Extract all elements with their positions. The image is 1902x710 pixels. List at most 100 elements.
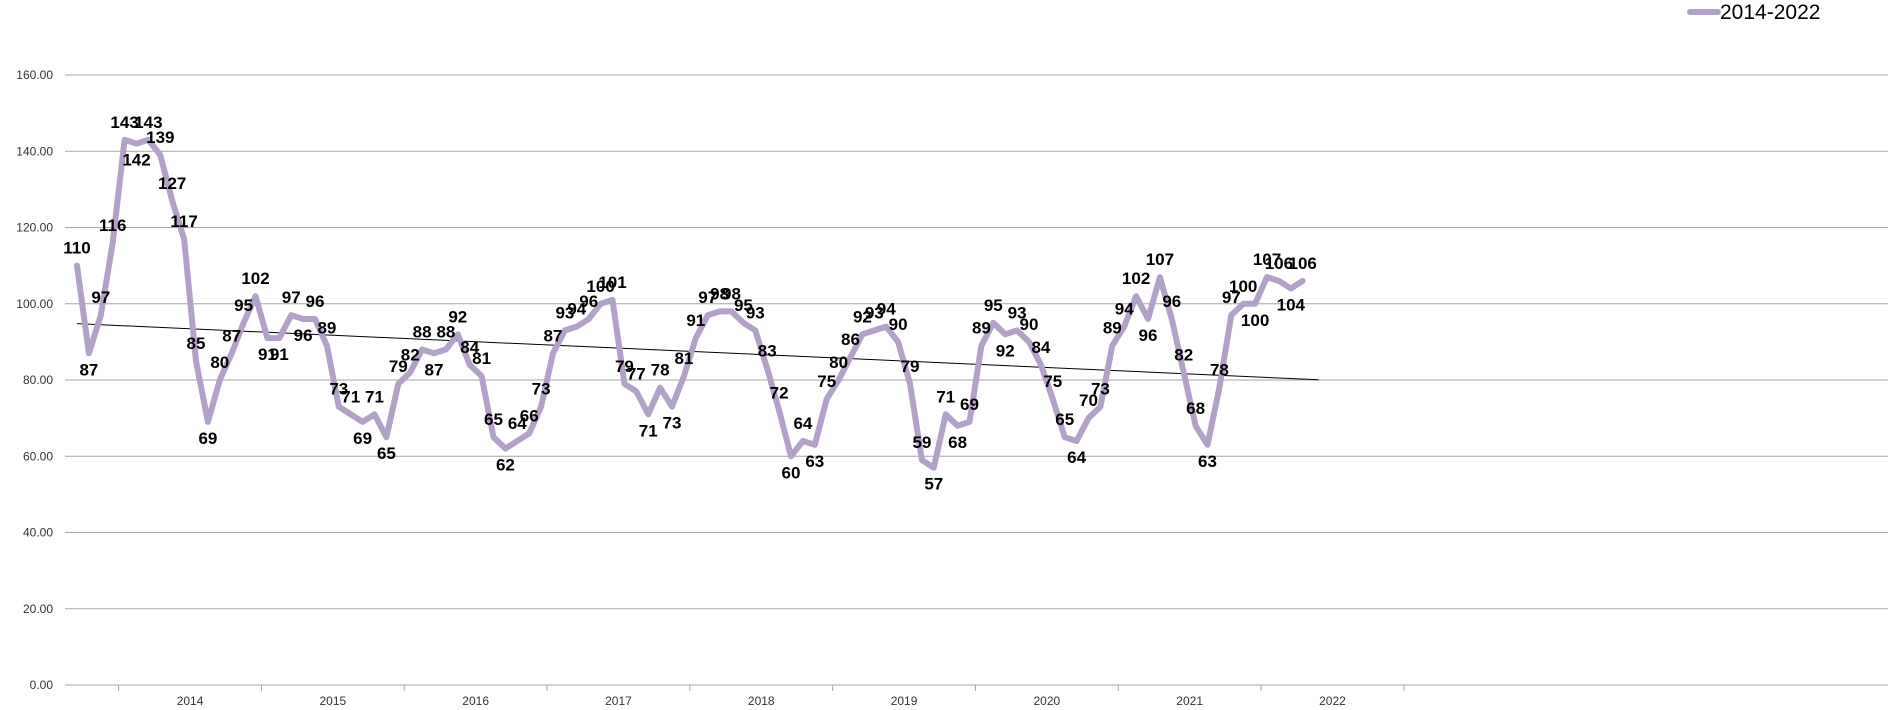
x-tick-label: 2022 <box>1319 694 1346 708</box>
data-label: 78 <box>651 361 670 380</box>
series-line <box>74 136 1306 471</box>
data-label: 96 <box>579 292 598 311</box>
data-label: 94 <box>567 300 586 319</box>
data-label: 102 <box>241 269 269 288</box>
data-labels: 1108797116143142143139127117856980879510… <box>63 113 1317 494</box>
data-label: 139 <box>146 128 174 147</box>
y-axis-tick-labels: 0.00 20.00 40.00 60.00 80.00 100.00 120.00 140.… <box>16 68 53 692</box>
series-line-group <box>74 136 1306 471</box>
data-label: 143 <box>110 113 138 132</box>
data-label: 87 <box>425 360 444 379</box>
data-label: 92 <box>996 341 1015 360</box>
data-label: 89 <box>1103 319 1122 338</box>
data-label: 106 <box>1289 254 1317 273</box>
data-label: 98 <box>722 284 741 303</box>
data-label: 81 <box>472 349 491 368</box>
data-label: 100 <box>1229 277 1257 296</box>
data-label: 64 <box>793 414 812 433</box>
data-label: 68 <box>948 433 967 452</box>
data-label: 91 <box>270 345 289 364</box>
data-label: 82 <box>401 345 420 364</box>
data-label: 95 <box>234 296 253 315</box>
data-label: 91 <box>686 311 705 330</box>
data-label: 97 <box>91 288 110 307</box>
data-label: 69 <box>198 429 217 448</box>
data-label: 70 <box>1079 391 1098 410</box>
data-label: 78 <box>1210 361 1229 380</box>
y-tick-label: 60.00 <box>23 449 53 463</box>
data-label: 66 <box>520 406 539 425</box>
x-tick-label: 2019 <box>891 694 918 708</box>
y-tick-label: 140.00 <box>16 144 53 158</box>
data-label: 80 <box>829 353 848 372</box>
data-label: 62 <box>496 456 515 475</box>
data-label: 93 <box>555 303 574 322</box>
data-label: 81 <box>674 349 693 368</box>
data-label: 95 <box>984 296 1003 315</box>
data-label: 90 <box>1020 315 1039 334</box>
data-label: 79 <box>615 357 634 376</box>
data-label: 92 <box>448 307 467 326</box>
data-label: 82 <box>1174 345 1193 364</box>
data-label: 142 <box>122 151 150 170</box>
x-tick-label: 2021 <box>1176 694 1203 708</box>
data-label: 97 <box>282 288 301 307</box>
data-label: 102 <box>1122 269 1150 288</box>
data-label: 59 <box>912 433 931 452</box>
data-label: 107 <box>1146 250 1174 269</box>
data-label: 65 <box>377 444 396 463</box>
data-label: 68 <box>1186 399 1205 418</box>
data-label: 65 <box>1055 410 1074 429</box>
data-label: 86 <box>841 330 860 349</box>
data-label: 60 <box>782 463 801 482</box>
y-tick-label: 20.00 <box>23 602 53 616</box>
data-label: 127 <box>158 174 186 193</box>
data-label: 63 <box>805 452 824 471</box>
y-tick-label: 80.00 <box>23 373 53 387</box>
data-label: 116 <box>99 216 126 235</box>
data-label: 98 <box>710 284 729 303</box>
data-label: 93 <box>865 303 884 322</box>
data-label: 84 <box>460 338 479 357</box>
data-label: 100 <box>1241 311 1269 330</box>
y-tick-label: 40.00 <box>23 526 53 540</box>
data-label: 63 <box>1198 452 1217 471</box>
data-label: 96 <box>1162 292 1181 311</box>
data-label: 106 <box>1265 254 1293 273</box>
data-label: 71 <box>341 387 360 406</box>
data-label: 104 <box>1277 296 1306 315</box>
data-label: 88 <box>413 323 432 342</box>
data-label: 94 <box>877 300 896 319</box>
data-label: 83 <box>758 342 777 361</box>
data-label: 93 <box>1008 303 1027 322</box>
data-label: 57 <box>924 475 943 494</box>
y-tick-label: 160.00 <box>16 68 53 82</box>
data-label: 71 <box>639 421 658 440</box>
data-label: 93 <box>746 303 765 322</box>
data-label: 88 <box>436 323 455 342</box>
data-label: 73 <box>663 414 682 433</box>
y-tick-label: 0.00 <box>30 678 54 692</box>
x-tick-label: 2014 <box>177 694 204 708</box>
x-tick-label: 2018 <box>748 694 775 708</box>
data-label: 77 <box>627 364 646 383</box>
data-label: 71 <box>936 387 955 406</box>
data-label: 91 <box>258 345 277 364</box>
data-label: 69 <box>353 429 372 448</box>
data-label: 143 <box>134 113 162 132</box>
data-label: 65 <box>484 410 503 429</box>
legend: 2014-2022 <box>1687 1 1820 24</box>
x-tick-label: 2017 <box>605 694 632 708</box>
data-label: 97 <box>1222 288 1241 307</box>
legend-label: 2014-2022 <box>1720 1 1820 24</box>
data-label: 87 <box>544 326 563 345</box>
data-label: 75 <box>1043 372 1062 391</box>
data-label: 73 <box>532 380 551 399</box>
data-label: 80 <box>210 353 229 372</box>
data-label: 92 <box>853 307 872 326</box>
data-label: 79 <box>389 357 408 376</box>
data-label: 107 <box>1253 250 1281 269</box>
data-label: 73 <box>329 380 348 399</box>
data-label: 79 <box>901 357 920 376</box>
data-label: 96 <box>1139 326 1158 345</box>
